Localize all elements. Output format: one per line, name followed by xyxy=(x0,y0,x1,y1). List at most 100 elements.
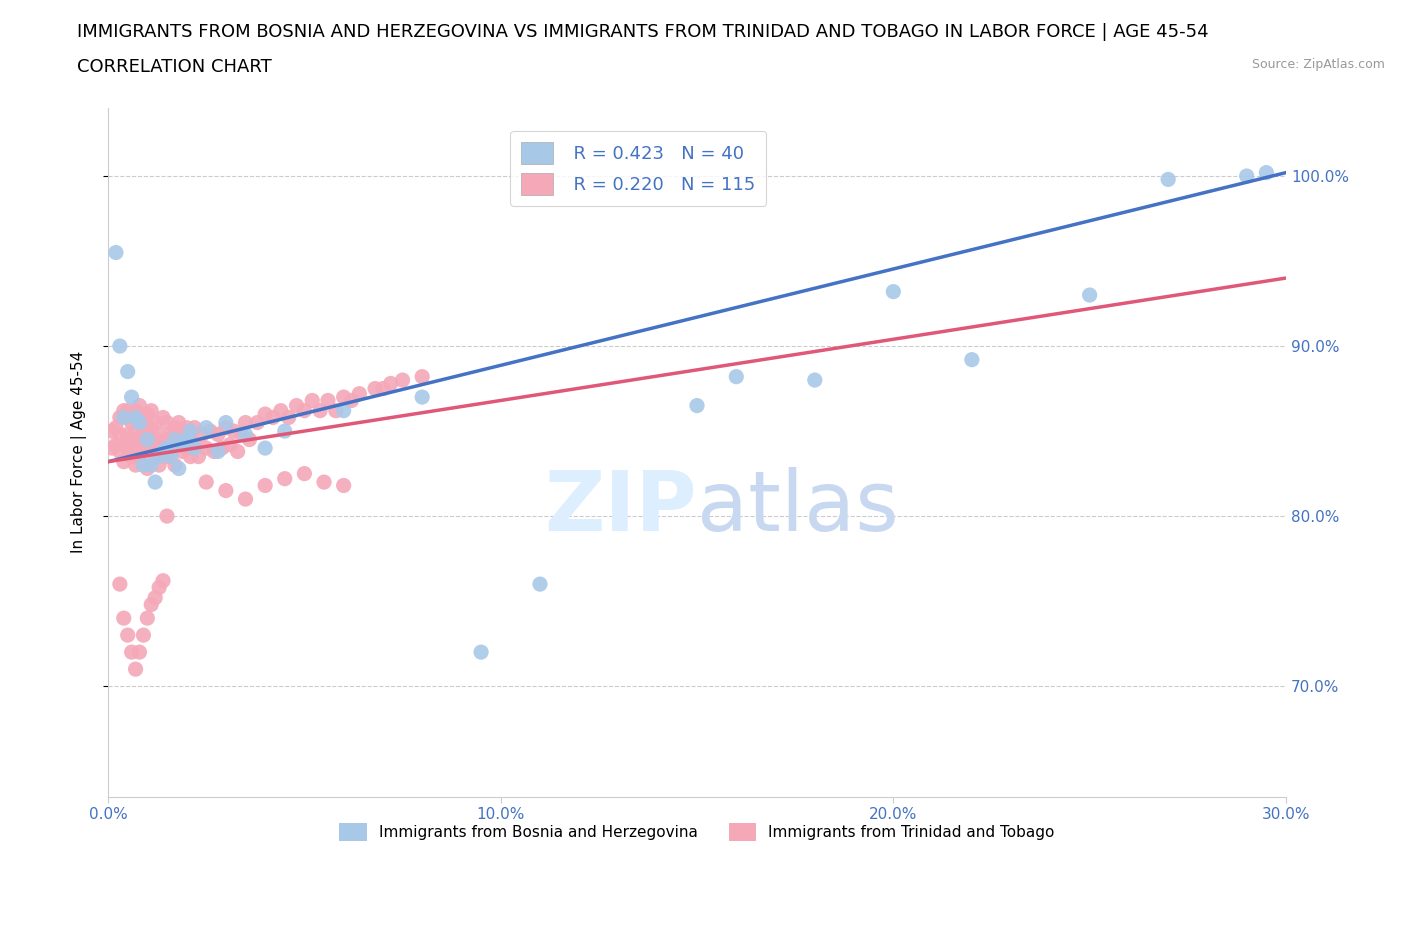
Point xyxy=(156,432,179,447)
Point xyxy=(411,369,433,384)
Point xyxy=(183,420,205,435)
Point xyxy=(121,644,143,659)
Point xyxy=(292,466,315,481)
Point xyxy=(124,404,146,418)
Point xyxy=(167,432,190,447)
Point xyxy=(108,339,131,353)
Point xyxy=(117,427,139,442)
Point xyxy=(176,420,198,435)
Point xyxy=(380,376,402,391)
Point xyxy=(325,404,347,418)
Point xyxy=(160,427,183,442)
Point xyxy=(128,415,150,430)
Point xyxy=(128,432,150,447)
Point xyxy=(211,441,233,456)
Point xyxy=(108,577,131,591)
Y-axis label: In Labor Force | Age 45-54: In Labor Force | Age 45-54 xyxy=(72,352,87,553)
Point xyxy=(143,449,166,464)
Point xyxy=(215,415,238,430)
Point xyxy=(180,432,202,447)
Point xyxy=(112,611,135,626)
Point xyxy=(371,381,394,396)
Point xyxy=(215,484,238,498)
Point xyxy=(804,373,827,388)
Point xyxy=(207,427,229,442)
Point xyxy=(215,420,238,435)
Point xyxy=(112,437,135,452)
Point xyxy=(108,427,131,442)
Point xyxy=(882,285,904,299)
Point xyxy=(1256,166,1278,180)
Point xyxy=(301,393,323,408)
Point xyxy=(132,410,155,425)
Point xyxy=(121,415,143,430)
Point xyxy=(132,444,155,458)
Point xyxy=(112,454,135,469)
Point xyxy=(117,410,139,425)
Point xyxy=(121,390,143,405)
Point xyxy=(340,393,363,408)
Point xyxy=(141,597,163,612)
Point xyxy=(101,424,124,439)
Point xyxy=(309,404,332,418)
Point xyxy=(176,441,198,456)
Point xyxy=(235,492,257,507)
Point xyxy=(128,398,150,413)
Point xyxy=(198,424,221,439)
Point xyxy=(143,591,166,605)
Text: IMMIGRANTS FROM BOSNIA AND HERZEGOVINA VS IMMIGRANTS FROM TRINIDAD AND TOBAGO IN: IMMIGRANTS FROM BOSNIA AND HERZEGOVINA V… xyxy=(77,23,1209,41)
Point xyxy=(148,449,170,464)
Legend: Immigrants from Bosnia and Herzegovina, Immigrants from Trinidad and Tobago: Immigrants from Bosnia and Herzegovina, … xyxy=(333,817,1060,847)
Point xyxy=(411,390,433,405)
Point xyxy=(152,410,174,425)
Point xyxy=(112,404,135,418)
Point xyxy=(108,410,131,425)
Point xyxy=(195,474,218,489)
Point xyxy=(132,458,155,472)
Point xyxy=(470,644,492,659)
Point xyxy=(143,474,166,489)
Point xyxy=(104,437,127,452)
Point xyxy=(160,449,183,464)
Point xyxy=(222,424,245,439)
Point xyxy=(163,458,186,472)
Point xyxy=(1236,168,1258,183)
Point xyxy=(136,424,159,439)
Text: CORRELATION CHART: CORRELATION CHART xyxy=(77,58,273,75)
Point xyxy=(132,458,155,472)
Point xyxy=(262,410,284,425)
Point xyxy=(104,246,127,260)
Point xyxy=(274,472,297,486)
Point xyxy=(235,427,257,442)
Point xyxy=(108,444,131,458)
Point xyxy=(1078,287,1101,302)
Point xyxy=(148,444,170,458)
Point xyxy=(167,415,190,430)
Point xyxy=(960,352,983,367)
Point xyxy=(254,478,277,493)
Point xyxy=(152,444,174,458)
Point xyxy=(332,478,354,493)
Point xyxy=(163,432,186,447)
Point xyxy=(156,441,179,456)
Text: Source: ZipAtlas.com: Source: ZipAtlas.com xyxy=(1251,58,1385,71)
Point xyxy=(152,441,174,456)
Point xyxy=(218,437,240,452)
Point xyxy=(132,628,155,643)
Point xyxy=(148,580,170,595)
Point xyxy=(143,432,166,447)
Point xyxy=(183,441,205,456)
Point xyxy=(136,406,159,421)
Point xyxy=(132,427,155,442)
Point xyxy=(277,410,299,425)
Point xyxy=(156,449,179,464)
Point xyxy=(180,424,202,439)
Point xyxy=(124,441,146,456)
Point xyxy=(312,474,335,489)
Point xyxy=(156,415,179,430)
Point xyxy=(112,410,135,425)
Point xyxy=(176,432,198,447)
Point xyxy=(141,420,163,435)
Point xyxy=(349,386,371,401)
Point xyxy=(254,406,277,421)
